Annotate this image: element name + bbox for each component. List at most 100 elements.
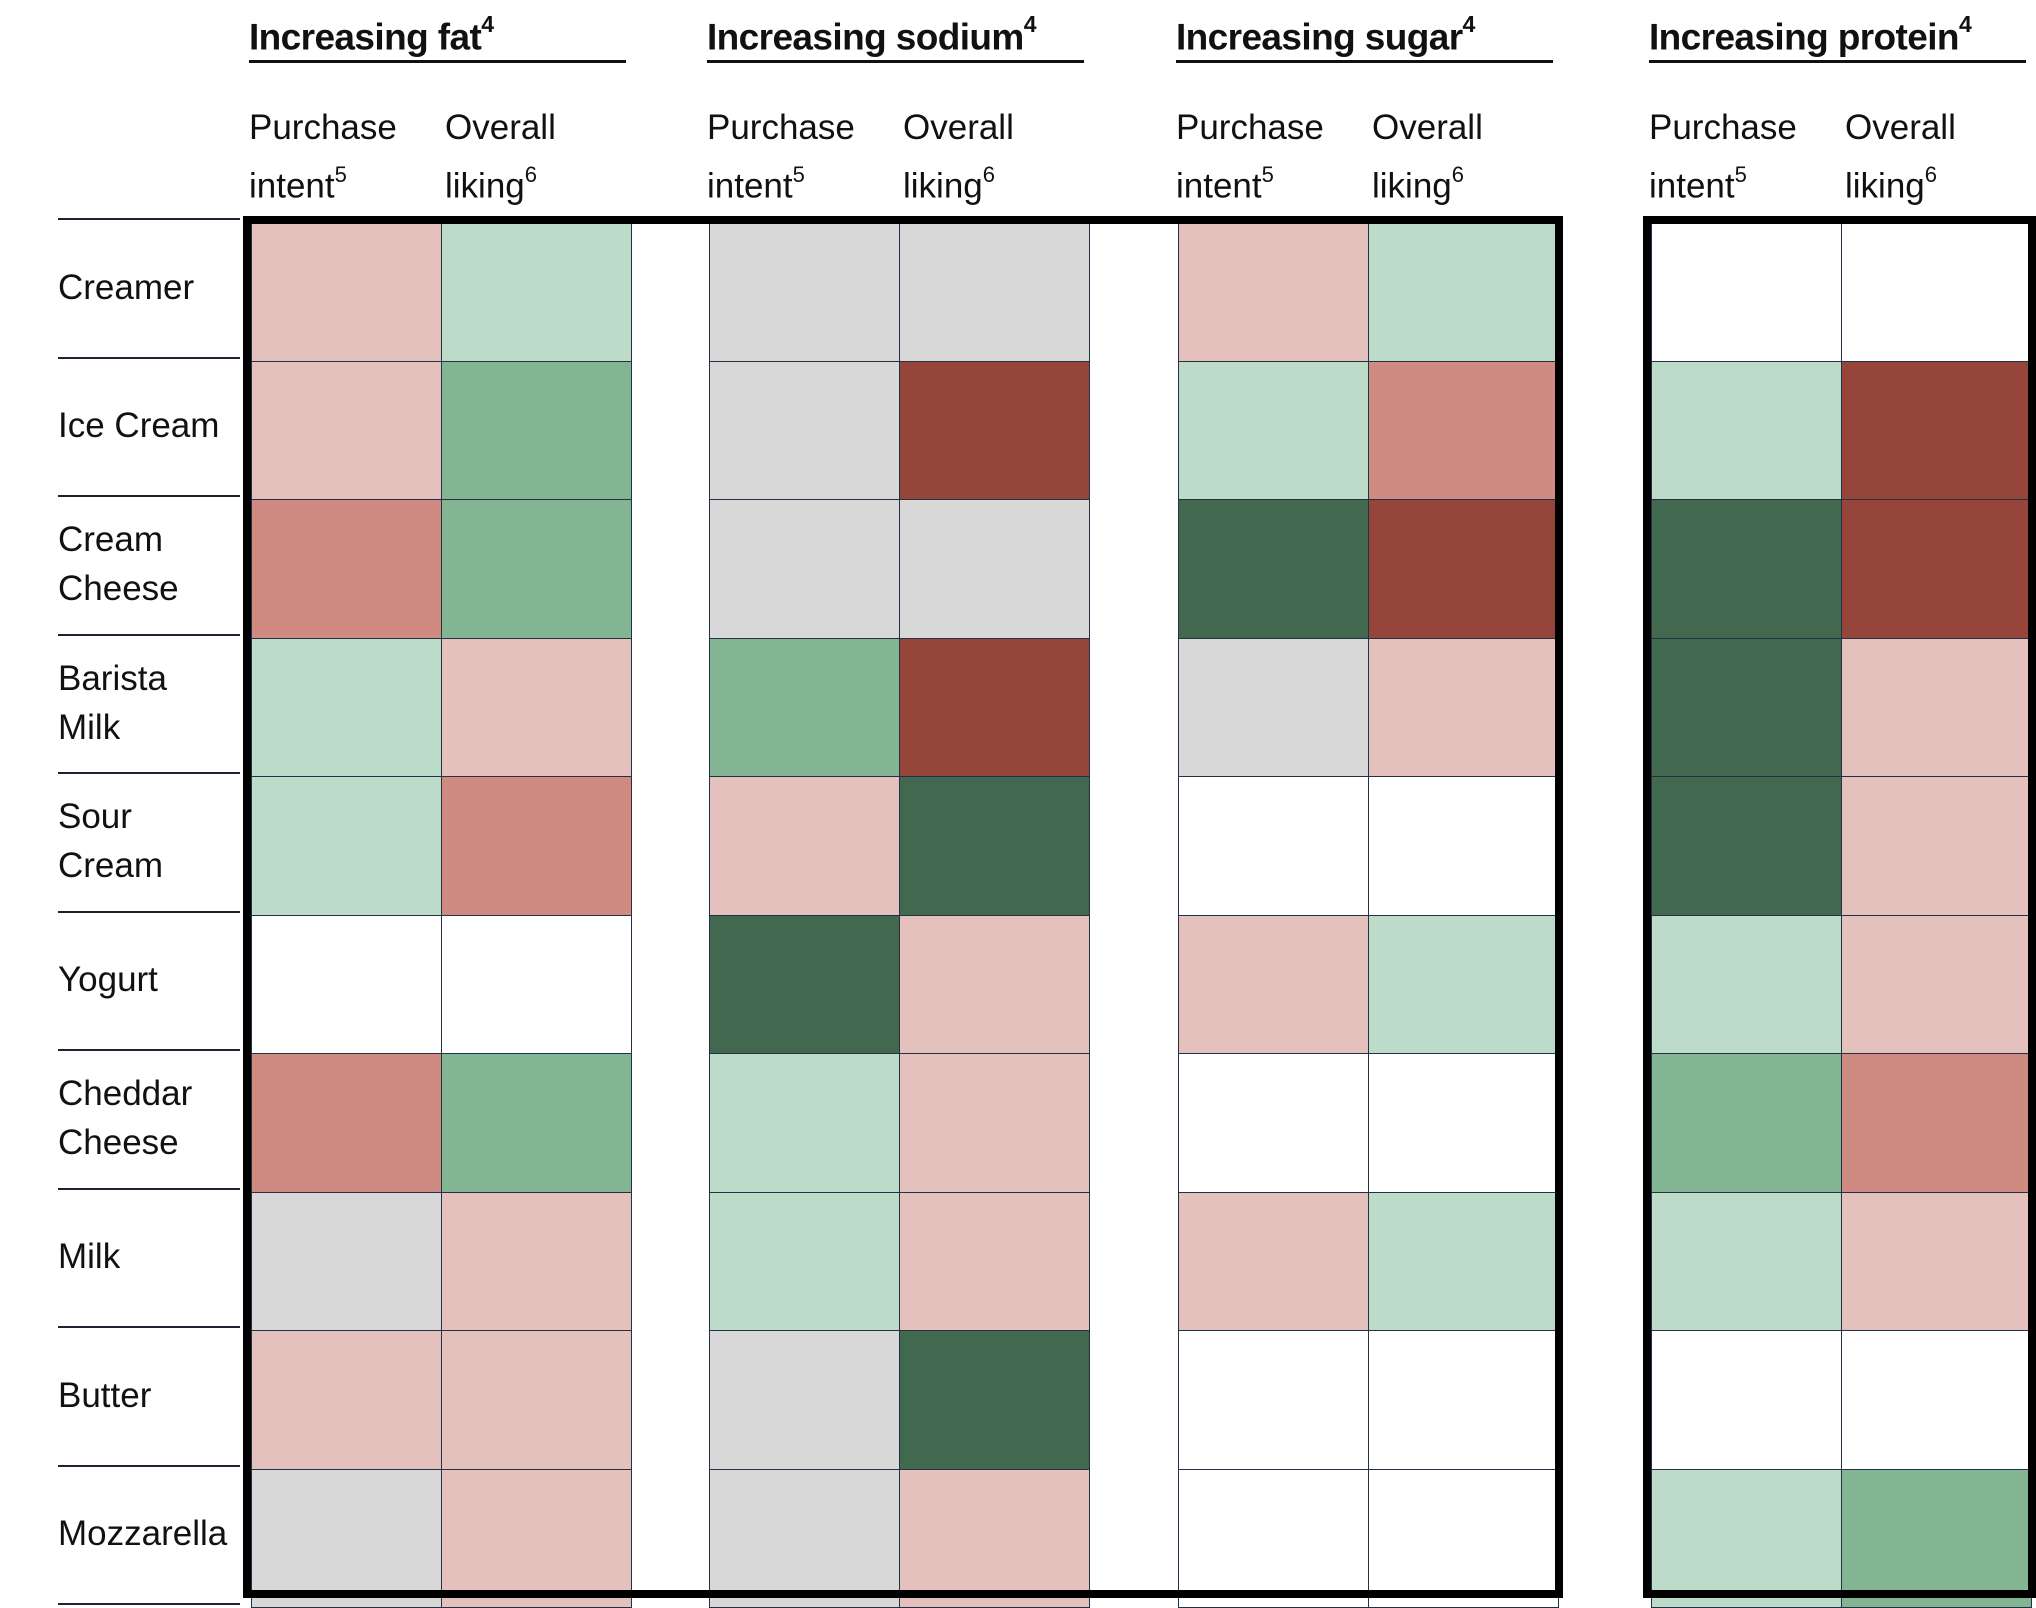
heatmap-cell-increasing-sugar-milk-overall [1368,1192,1559,1332]
heatmap-cell-increasing-sugar-ice-cream-purchase [1178,361,1369,501]
heatmap-cell-increasing-sodium-barista-milk-overall [899,638,1090,778]
heatmap-cell-increasing-sugar-cheddar-cheese-overall [1368,1053,1559,1193]
column-header-line1: Overall [445,108,556,147]
column-header-footnote: 6 [1452,162,1464,187]
heatmap-cell-increasing-protein-cream-cheese-purchase [1651,499,1842,639]
heatmap-cell-increasing-protein-mozzarella-purchase [1651,1469,1842,1608]
heatmap-cell-increasing-fat-creamer-overall [441,222,632,362]
row-label-text: Mozzarella [58,1509,227,1558]
heatmap-cell-increasing-protein-cream-cheese-overall [1841,499,2032,639]
row-label-line: Cheddar [58,1074,192,1113]
heatmap-cell-increasing-fat-ice-cream-overall [441,361,632,501]
heatmap-cell-increasing-sugar-creamer-overall [1368,222,1559,362]
group-title-text: Increasing fat [249,16,481,57]
column-header-overall: Overall liking6 [1372,103,1483,212]
group-title-text: Increasing sodium [707,16,1024,57]
heatmap-cell-increasing-fat-barista-milk-purchase [251,638,442,778]
row-label-text: Creamer [58,263,194,312]
row-label-text: Sour Cream [58,792,163,890]
heatmap-cell-increasing-fat-mozzarella-purchase [251,1469,442,1608]
column-header-footnote: 5 [1262,162,1274,187]
row-label-line: Cream [58,846,163,885]
row-label-butter: Butter [58,1326,238,1465]
row-label-line: Cream [58,520,163,559]
column-header-footnote: 6 [1925,162,1937,187]
heatmap-cell-increasing-sugar-butter-purchase [1178,1330,1369,1470]
heatmap-cell-increasing-sodium-yogurt-overall [899,915,1090,1055]
heatmap-cell-increasing-sodium-mozzarella-overall [899,1469,1090,1608]
row-label-text: Milk [58,1232,120,1281]
heatmap-cell-increasing-sodium-milk-purchase [709,1192,900,1332]
row-label-line: Milk [58,708,120,747]
heatmap-cell-increasing-protein-ice-cream-purchase [1651,361,1842,501]
heatmap-cell-increasing-fat-sour-cream-purchase [251,776,442,916]
heatmap-cell-increasing-protein-milk-overall [1841,1192,2032,1332]
heatmap-cell-increasing-sodium-sour-cream-purchase [709,776,900,916]
heatmap-cell-increasing-sodium-milk-overall [899,1192,1090,1332]
heatmap-cell-increasing-sodium-sour-cream-overall [899,776,1090,916]
row-label-text: Cream Cheese [58,515,179,613]
heatmap-cell-increasing-sodium-barista-milk-purchase [709,638,900,778]
column-header-line1: Purchase [1649,108,1797,147]
row-label-line: Sour [58,797,132,836]
group-title-increasing-sodium: Increasing sodium4 [707,17,1036,55]
heatmap-cell-increasing-sugar-cream-cheese-overall [1368,499,1559,639]
row-label-text: Yogurt [58,955,158,1004]
row-label-ice-cream: Ice Cream [58,357,238,496]
heatmap-cell-increasing-fat-yogurt-purchase [251,915,442,1055]
column-header-line2: liking [1845,167,1925,206]
heatmap-cell-increasing-protein-butter-purchase [1651,1330,1842,1470]
row-label-text: Cheddar Cheese [58,1069,192,1167]
row-label-line: Cheese [58,1123,179,1162]
row-label-line: Mozzarella [58,1514,227,1553]
heatmap-cell-increasing-sugar-sour-cream-overall [1368,776,1559,916]
heatmap-cell-increasing-sugar-sour-cream-purchase [1178,776,1369,916]
row-label-line: Ice Cream [58,406,219,445]
heatmap-cell-increasing-fat-ice-cream-purchase [251,361,442,501]
column-header-footnote: 5 [793,162,805,187]
group-title-rule [1176,60,1553,63]
heatmap-cell-increasing-fat-butter-overall [441,1330,632,1470]
heatmap-cell-increasing-sodium-creamer-overall [899,222,1090,362]
column-header-line2: intent [1176,167,1262,206]
heatmap-cell-increasing-fat-cheddar-cheese-overall [441,1053,632,1193]
column-header-footnote: 5 [1735,162,1747,187]
heatmap-cell-increasing-sugar-butter-overall [1368,1330,1559,1470]
column-header-line2: intent [707,167,793,206]
heatmap-cell-increasing-sugar-cheddar-cheese-purchase [1178,1053,1369,1193]
column-header-purchase: Purchase intent5 [1649,103,1797,212]
heatmap-cell-increasing-sodium-cheddar-cheese-purchase [709,1053,900,1193]
heatmap-cell-increasing-protein-mozzarella-overall [1841,1469,2032,1608]
row-label-yogurt: Yogurt [58,911,238,1050]
heatmap-cell-increasing-sugar-barista-milk-purchase [1178,638,1369,778]
heatmap-cell-increasing-sugar-yogurt-purchase [1178,915,1369,1055]
row-label-line: Barista [58,659,167,698]
heatmap-cell-increasing-fat-cream-cheese-purchase [251,499,442,639]
row-label-creamer: Creamer [58,218,238,357]
column-header-line2: intent [1649,167,1735,206]
heatmap-cell-increasing-sodium-ice-cream-overall [899,361,1090,501]
heatmap-cell-increasing-fat-cheddar-cheese-purchase [251,1053,442,1193]
heatmap-cell-increasing-protein-sour-cream-overall [1841,776,2032,916]
column-header-line2: liking [1372,167,1452,206]
heatmap-cell-increasing-fat-barista-milk-overall [441,638,632,778]
heatmap-cell-increasing-sugar-yogurt-overall [1368,915,1559,1055]
row-separator [58,1603,240,1605]
heatmap-cell-increasing-sugar-mozzarella-overall [1368,1469,1559,1608]
column-header-line2: liking [445,167,525,206]
row-label-line: Cheese [58,569,179,608]
column-header-line1: Overall [903,108,1014,147]
column-header-line2: intent [249,167,335,206]
group-title-footnote: 4 [1959,11,1971,37]
group-title-text: Increasing sugar [1176,16,1463,57]
heatmap-cell-increasing-sodium-cream-cheese-purchase [709,499,900,639]
column-header-line1: Overall [1372,108,1483,147]
column-header-line1: Purchase [249,108,397,147]
row-label-mozzarella: Mozzarella [58,1465,238,1604]
heatmap-cell-increasing-fat-milk-overall [441,1192,632,1332]
row-label-text: Barista Milk [58,654,167,752]
group-title-increasing-sugar: Increasing sugar4 [1176,17,1475,55]
